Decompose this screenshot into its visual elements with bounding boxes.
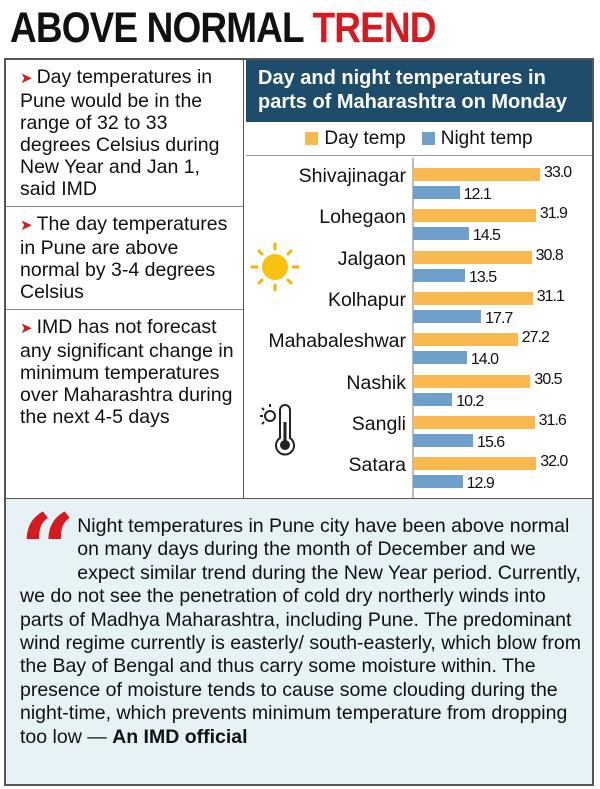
day-temp-label: 32.0 (540, 453, 568, 471)
bullet-text: Day temperatures in Pune would be in the… (20, 66, 220, 200)
night-temp-bar (413, 433, 474, 447)
axis-line (412, 158, 414, 498)
frame (4, 58, 594, 786)
chart-panel: Day and night temperatures in parts of M… (246, 60, 592, 498)
night-temp-bar (413, 186, 460, 199)
bullet-item: ➤ Day temperatures in Pune would be in th… (6, 60, 243, 207)
day-temp-label: 30.8 (535, 246, 564, 264)
night-temp-label: 12.1 (463, 186, 492, 203)
day-temp-label: 31.6 (538, 411, 567, 429)
night-temp-label: 12.9 (466, 475, 495, 493)
arrow-icon: ➤ (20, 320, 33, 337)
day-temp-bar (413, 333, 518, 347)
day-temp-bar (413, 209, 536, 223)
category-label: Sangli (351, 412, 406, 435)
quote-box: “ Night temperatures in Pune city have b… (6, 498, 592, 784)
legend: Day temp Night temp (246, 122, 592, 156)
quote-text: Night temperatures in Pune city have bee… (20, 515, 582, 748)
sun-icon (250, 242, 300, 292)
bar-chart: Shivajinagar 33.0 12.1 Lohegaon 31.9 14.5 Jalg… (246, 158, 592, 498)
night-temp-label: 17.7 (485, 309, 513, 327)
title-black: ABOVE NORMAL (10, 4, 304, 52)
arrow-icon: ➤ (20, 70, 33, 87)
legend-day: Day temp (305, 127, 406, 150)
night-temp-bar (413, 309, 482, 323)
bullet-list: ➤ Day temperatures in Pune would be in th… (6, 60, 244, 498)
night-temp-bar (413, 392, 453, 406)
night-temp-bar (413, 227, 469, 241)
category-label: Nashik (346, 371, 406, 394)
night-temp-bar (413, 268, 465, 282)
chart-title: Day and night temperatures in parts of M… (246, 60, 592, 122)
category-label: Shivajinagar (298, 165, 406, 187)
legend-label: Night temp (440, 127, 533, 149)
day-temp-label: 27.2 (521, 329, 550, 347)
arrow-icon: ➤ (20, 217, 33, 234)
day-temp-bar (413, 457, 537, 471)
day-temp-bar (413, 374, 531, 388)
night-temp-label: 14.0 (470, 351, 499, 369)
day-temp-label: 30.5 (534, 370, 562, 388)
thermometer-icon (260, 404, 295, 456)
night-temp-label: 13.5 (468, 268, 497, 286)
day-temp-label: 31.9 (539, 205, 568, 223)
day-temp-bar (413, 168, 541, 181)
bullet-text: The day temperatures in Pune are above n… (20, 213, 228, 303)
category-label: Lohegaon (319, 206, 406, 229)
night-temp-label: 15.6 (477, 433, 505, 451)
day-temp-bar (413, 291, 533, 305)
day-temp-bar (413, 250, 532, 264)
night-temp-bar (413, 351, 467, 365)
category-label: Jalgaon (337, 247, 406, 270)
quote-source: An IMD official (112, 725, 248, 748)
night-temp-label: 14.5 (472, 227, 501, 245)
legend-label: Day temp (324, 127, 406, 149)
bullet-item: ➤ The day temperatures in Pune are above … (6, 207, 243, 310)
night-temp-label: 10.2 (456, 392, 484, 410)
day-temp-label: 31.1 (536, 287, 565, 305)
category-label: Kolhapur (327, 288, 406, 311)
legend-night: Night temp (421, 127, 533, 150)
day-temp-bar (413, 415, 535, 429)
quote-mark-icon: “ (20, 493, 75, 606)
category-label: Satara (348, 454, 406, 477)
night-temp-bar (413, 475, 463, 489)
title-red: TREND (312, 4, 436, 52)
category-label: Mahabaleshwar (268, 330, 406, 353)
bullet-item: ➤ IMD has not forecast any significant ch… (6, 310, 243, 434)
day-temp-label: 33.0 (544, 164, 572, 181)
legend-swatch-day (305, 131, 319, 145)
bullet-text: IMD has not forecast any significant cha… (20, 316, 234, 428)
page-title: ABOVE NORMAL TREND (10, 4, 436, 53)
legend-swatch-night (421, 131, 435, 145)
